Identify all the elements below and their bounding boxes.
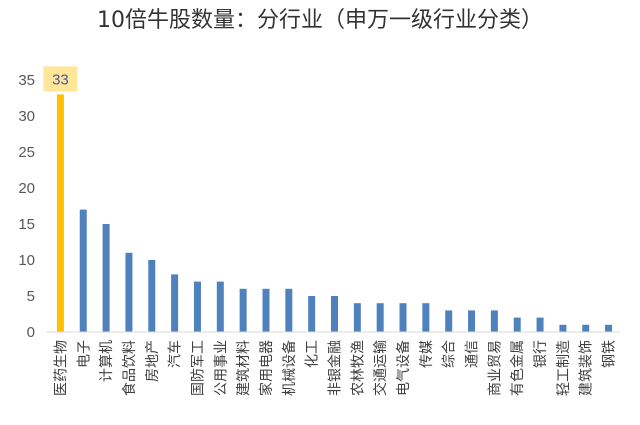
bar: [56, 94, 64, 333]
x-tick-label: 交通运输: [372, 340, 389, 396]
bar: [216, 281, 224, 332]
bar: [193, 281, 201, 332]
y-tick-label: 25: [18, 144, 35, 161]
x-tick-label: 有色金属: [509, 340, 526, 396]
y-tick-label: 5: [27, 288, 35, 305]
bar: [376, 303, 384, 332]
bar: [513, 317, 521, 332]
x-tick-label: 建筑装饰: [579, 340, 595, 396]
bar: [285, 288, 293, 332]
x-tick-label: 机械设备: [281, 340, 298, 396]
bar: [445, 310, 453, 332]
bar: [102, 224, 110, 332]
x-tick-label: 非银金融: [328, 340, 344, 396]
bar: [171, 274, 179, 332]
x-tick-label: 国防军工: [190, 340, 206, 396]
bar: [262, 288, 270, 332]
x-tick-label: 商业贸易: [487, 340, 503, 396]
bar: [468, 310, 476, 332]
bar: [353, 303, 361, 332]
x-tick-label: 轻工制造: [556, 340, 572, 396]
x-tick-label: 农林牧渔: [350, 340, 366, 396]
y-tick-label: 10: [18, 252, 35, 269]
bar: [79, 209, 87, 332]
bar: [605, 324, 613, 332]
bar: [399, 303, 407, 332]
bar: [422, 303, 430, 332]
x-axis: 医药生物 电子 计算机 食品饮料 房地产 汽车 国防军工 公用事业 建筑材料 家用电器 机械设备 化工…: [46, 331, 620, 396]
y-tick-label: 0: [27, 324, 35, 341]
bar: [239, 288, 247, 332]
x-tick-label: 家用电器: [258, 340, 275, 396]
x-tick-label: 钢铁: [602, 340, 618, 368]
x-tick-label: 医药生物: [53, 340, 69, 396]
x-tick-label: 电气设备: [395, 340, 412, 396]
x-tick-label: 综合: [442, 340, 458, 368]
data-label-box: [43, 66, 78, 92]
data-label: 33: [52, 71, 69, 88]
bar: [559, 324, 567, 332]
x-tick-label: 建筑材料: [236, 340, 252, 396]
x-tick-label: 公用事业: [213, 340, 229, 396]
x-tick-label: 汽车: [167, 340, 184, 368]
y-axis: 0 5 10 15 20 25 30 35: [18, 72, 35, 341]
bar: [125, 252, 133, 332]
x-tick-label: 电子: [76, 340, 92, 368]
x-tick-label: 银行: [533, 340, 549, 368]
y-tick-label: 35: [18, 72, 35, 89]
x-tick-label: 传媒: [419, 340, 435, 368]
chart-title: 10倍牛股数量：分行业（申万一级行业分类）: [97, 8, 543, 33]
bar: [536, 317, 544, 332]
x-tick-label: 化工: [305, 340, 321, 368]
bar: [582, 324, 590, 332]
y-tick-label: 30: [18, 108, 35, 125]
bars: 33: [43, 66, 613, 333]
x-tick-label: 房地产: [145, 340, 161, 382]
x-tick-label: 通信: [465, 340, 481, 368]
y-tick-label: 15: [18, 216, 35, 233]
x-tick-label: 食品饮料: [121, 340, 138, 396]
bar: [331, 296, 338, 332]
y-tick-label: 20: [18, 180, 35, 197]
bar: [490, 310, 498, 332]
bar: [308, 296, 316, 332]
bar: [148, 260, 156, 332]
x-tick-label: 计算机: [99, 340, 115, 382]
